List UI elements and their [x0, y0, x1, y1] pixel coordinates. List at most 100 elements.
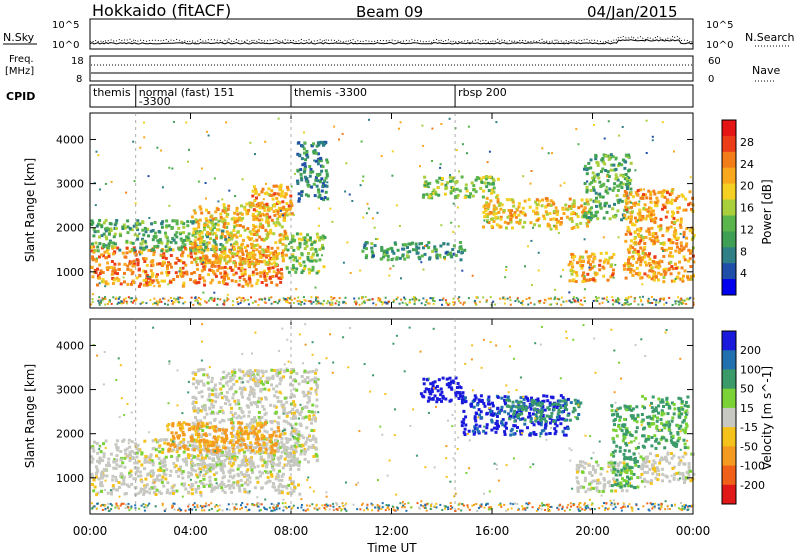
- heatmap-cell: [253, 199, 257, 202]
- heatmap-cell: [268, 433, 272, 437]
- heatmap-cell: [141, 221, 145, 224]
- heatmap-cell: [182, 225, 186, 229]
- heatmap-cell: [268, 266, 272, 270]
- heatmap-cell: [189, 251, 193, 255]
- heatmap-cell: [117, 301, 120, 304]
- heatmap-cell: [598, 268, 602, 272]
- heatmap-cell: [185, 463, 189, 467]
- heatmap-cell: [265, 463, 269, 466]
- heatmap-cell: [555, 302, 558, 305]
- heatmap-cell: [687, 277, 690, 281]
- heatmap-cell: [466, 152, 468, 155]
- heatmap-cell: [312, 182, 316, 186]
- heatmap-cell: [590, 214, 594, 218]
- heatmap-cell: [435, 253, 439, 257]
- heatmap-cell: [324, 176, 328, 180]
- heatmap-cell: [644, 263, 648, 267]
- heatmap-cell: [543, 217, 547, 221]
- heatmap-cell: [527, 245, 529, 248]
- heatmap-cell: [200, 231, 204, 235]
- heatmap-cell: [166, 442, 170, 446]
- heatmap-cell: [240, 204, 243, 208]
- heatmap-cell: [573, 300, 576, 303]
- heatmap-cell: [310, 185, 314, 189]
- heatmap-cell: [172, 278, 176, 281]
- heatmap-cell: [232, 382, 236, 386]
- heatmap-cell: [643, 255, 647, 259]
- heatmap-cell: [302, 405, 306, 409]
- heatmap-cell: [303, 452, 307, 456]
- heatmap-cell: [207, 456, 211, 460]
- heatmap-cell: [238, 279, 241, 282]
- heatmap-cell: [163, 297, 166, 300]
- heatmap-cell: [101, 299, 104, 302]
- heatmap-cell: [555, 218, 558, 221]
- heatmap-cell: [296, 169, 300, 173]
- heatmap-cell: [97, 154, 100, 157]
- heatmap-cell: [138, 470, 142, 474]
- heatmap-cell: [530, 284, 533, 287]
- heatmap-cell: [600, 158, 604, 162]
- heatmap-cell: [125, 302, 128, 305]
- heatmap-cell: [227, 453, 231, 457]
- heatmap-cell: [474, 302, 477, 305]
- heatmap-cell: [391, 150, 394, 153]
- heatmap-cell: [486, 219, 489, 223]
- heatmap-cell: [241, 274, 245, 277]
- heatmap-cell: [236, 212, 240, 216]
- heatmap-cell: [212, 450, 216, 454]
- heatmap-cell: [166, 303, 169, 306]
- heatmap-cell: [266, 480, 270, 484]
- heatmap-cell: [260, 438, 264, 442]
- heatmap-cell: [131, 297, 133, 300]
- heatmap-cell: [176, 275, 179, 278]
- heatmap-cell: [546, 222, 550, 226]
- heatmap-cell: [672, 234, 676, 238]
- heatmap-cell: [212, 393, 216, 397]
- heatmap-cell: [241, 463, 245, 466]
- heatmap-cell: [290, 433, 294, 437]
- heatmap-cell: [647, 300, 650, 303]
- heatmap-cell: [630, 295, 633, 298]
- heatmap-cell: [460, 175, 464, 179]
- heatmap-cell: [262, 271, 266, 275]
- heatmap-cell: [301, 444, 305, 448]
- heatmap-cell: [280, 252, 284, 255]
- heatmap-cell: [316, 152, 320, 156]
- heatmap-cell: [121, 225, 125, 229]
- heatmap-cell: [172, 442, 176, 446]
- heatmap-cell: [117, 262, 121, 266]
- heatmap-cell: [170, 486, 174, 490]
- heatmap-cell: [115, 488, 119, 492]
- heatmap-cell: [297, 435, 301, 439]
- heatmap-cell: [163, 464, 167, 468]
- heatmap-cell: [338, 301, 341, 304]
- heatmap-cell: [398, 224, 401, 227]
- heatmap-cell: [321, 244, 324, 247]
- heatmap-cell: [280, 491, 284, 495]
- heatmap-cell: [248, 457, 252, 461]
- heatmap-cell: [98, 459, 102, 463]
- heatmap-cell: [199, 298, 202, 301]
- heatmap-cell: [624, 239, 628, 243]
- heatmap-cell: [625, 202, 629, 206]
- heatmap-cell: [202, 373, 206, 377]
- heatmap-cell: [471, 194, 475, 198]
- heatmap-cell: [637, 219, 639, 222]
- heatmap-cell: [100, 234, 104, 238]
- heatmap-cell: [292, 213, 295, 216]
- heatmap-cell: [151, 229, 155, 232]
- heatmap-cell: [499, 225, 503, 229]
- heatmap-cell: [235, 219, 239, 223]
- heatmap-cell: [118, 296, 121, 299]
- heatmap-cell: [611, 296, 614, 299]
- heatmap-cell: [643, 246, 647, 249]
- heatmap-cell: [245, 254, 249, 258]
- heatmap-cell: [165, 468, 169, 472]
- heatmap-cell: [533, 303, 536, 306]
- heatmap-cell: [225, 397, 229, 401]
- heatmap-cell: [379, 299, 382, 302]
- heatmap-cell: [584, 213, 588, 217]
- heatmap-cell: [653, 239, 657, 243]
- heatmap-cell: [158, 238, 162, 242]
